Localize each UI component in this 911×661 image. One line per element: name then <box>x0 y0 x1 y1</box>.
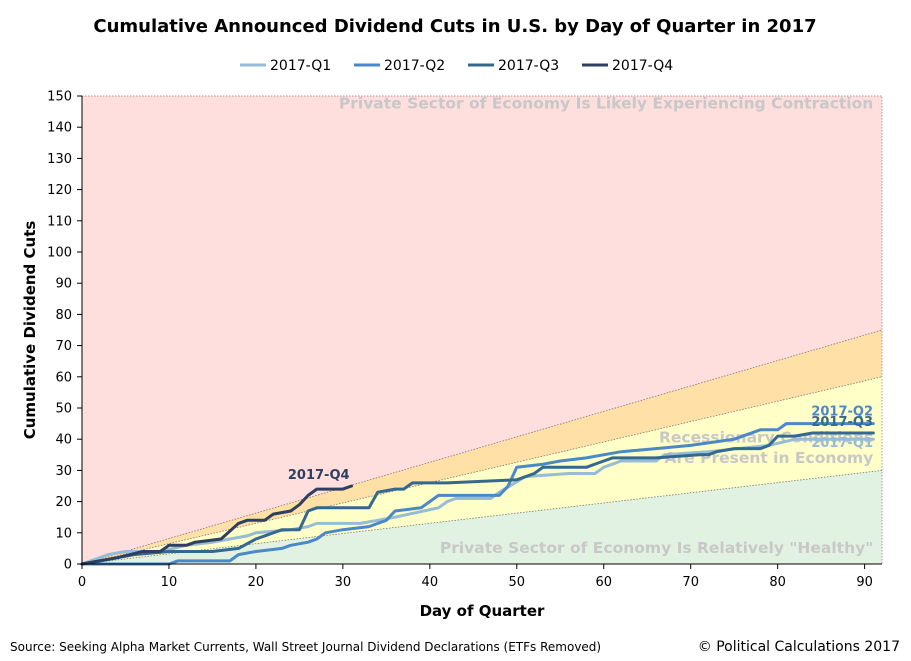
axes <box>81 95 883 565</box>
y-axis-title: Cumulative Dividend Cuts <box>21 221 39 440</box>
series-line-2017-Q2 <box>80 422 875 566</box>
y-tick-label-40: 40 <box>55 433 72 448</box>
y-tick-label-50: 50 <box>55 402 72 417</box>
y-tick-label-70: 70 <box>55 339 72 354</box>
zone-boundary-upper-transition <box>81 329 883 565</box>
copyright-note: © Political Calculations 2017 <box>698 639 900 655</box>
x-tick-label-60: 60 <box>595 575 612 590</box>
x-axis-title: Day of Quarter <box>420 602 545 620</box>
y-tick-label-80: 80 <box>55 308 72 323</box>
legend-label-2017-Q1: 2017-Q1 <box>270 58 331 74</box>
chart-title: Cumulative Announced Dividend Cuts in U.… <box>93 16 816 37</box>
x-axis-ticks: 0 10 20 30 40 50 60 70 80 90 <box>78 564 873 590</box>
zone-label-contraction: Private Sector of Economy Is Likely Expe… <box>339 94 873 112</box>
y-tick-label-20: 20 <box>55 495 72 510</box>
series-line-2017-Q4 <box>80 484 354 566</box>
y-tick-label-30: 30 <box>55 464 72 479</box>
y-tick-label-10: 10 <box>55 526 72 541</box>
series-layer <box>80 422 875 566</box>
y-tick-label-100: 100 <box>47 246 72 261</box>
y-tick-label-120: 120 <box>47 183 72 198</box>
series-end-label-2017-Q2: 2017-Q2 <box>811 405 873 420</box>
x-tick-label-90: 90 <box>856 575 873 590</box>
y-tick-label-60: 60 <box>55 370 72 385</box>
legend-label-2017-Q4: 2017-Q4 <box>612 58 673 74</box>
x-tick-label-30: 30 <box>335 575 352 590</box>
x-tick-label-70: 70 <box>682 575 699 590</box>
y-tick-label-140: 140 <box>47 121 72 136</box>
x-tick-label-50: 50 <box>509 575 526 590</box>
y-tick-label-110: 110 <box>47 214 72 229</box>
y-tick-label-90: 90 <box>55 277 72 292</box>
series-end-label-2017-Q1: 2017-Q1 <box>811 436 873 451</box>
y-tick-label-130: 130 <box>47 152 72 167</box>
source-note: Source: Seeking Alpha Market Currents, W… <box>10 640 601 654</box>
y-tick-label-150: 150 <box>47 90 72 105</box>
x-tick-label-40: 40 <box>422 575 439 590</box>
x-tick-label-0: 0 <box>78 575 86 590</box>
zone-label-recession-line-2: Are Present in Economy <box>665 449 874 467</box>
series-end-label-2017-Q3: 2017-Q3 <box>811 415 873 430</box>
legend: 2017-Q1 2017-Q2 2017-Q3 2017-Q4 <box>240 58 673 74</box>
series-end-label-2017-Q4: 2017-Q4 <box>288 468 350 483</box>
zone-boundary-healthy <box>81 470 883 565</box>
x-tick-label-20: 20 <box>248 575 265 590</box>
series-line-2017-Q1 <box>80 437 875 566</box>
y-tick-label-0: 0 <box>64 558 72 573</box>
legend-label-2017-Q2: 2017-Q2 <box>384 58 445 74</box>
x-tick-label-80: 80 <box>769 575 786 590</box>
series-line-2017-Q3 <box>80 431 875 566</box>
background-zones <box>81 96 883 565</box>
x-tick-label-10: 10 <box>161 575 178 590</box>
legend-label-2017-Q3: 2017-Q3 <box>498 58 559 74</box>
y-axis-ticks: 0 10 20 30 40 50 60 70 80 90 100 110 120 130 140 150 <box>47 90 82 573</box>
zone-boundary-recession <box>81 376 883 565</box>
zone-label-healthy: Private Sector of Economy Is Relatively … <box>440 539 873 557</box>
